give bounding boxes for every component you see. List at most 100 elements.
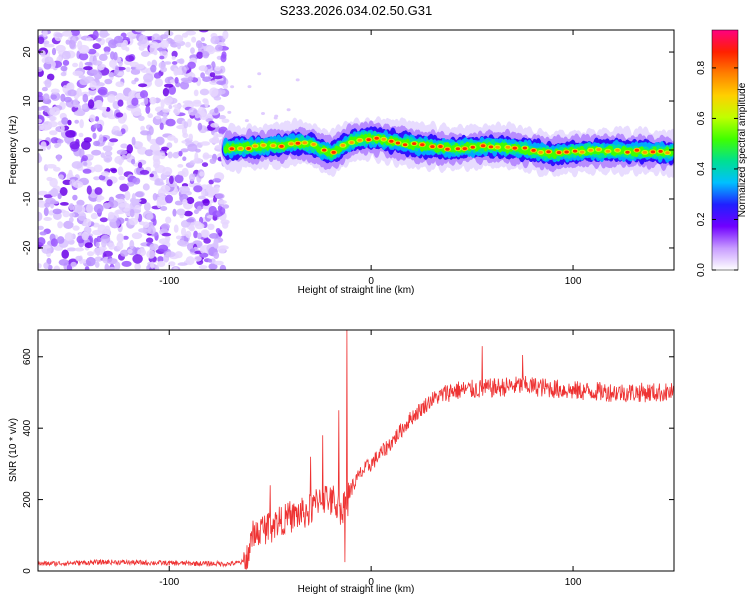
noise-blob [197,232,202,240]
noise-blob [152,149,161,156]
noise-blob [198,65,208,72]
signal-peak [412,142,417,146]
noise-blob [153,264,160,270]
noise-blob [213,251,220,259]
noise-blob [50,238,59,247]
noise-blob [174,200,183,206]
colorbar-tick-label: 0.4 [696,162,707,176]
noise-blob [84,61,93,66]
noise-blob [85,37,94,42]
noise-blob [97,224,107,234]
signal-peak [302,141,307,145]
noise-blob [183,121,189,129]
noise-blob [208,258,212,263]
noise-blob [189,173,196,182]
noise-blob [86,203,94,214]
noise-blob [174,174,184,184]
noise-blob [96,197,102,203]
noise-blob [261,112,265,115]
noise-blob [160,66,168,73]
noise-blob [149,173,154,178]
noise-blob [115,92,125,102]
noise-blob [161,146,170,151]
noise-blob [202,154,214,159]
noise-blob [99,32,110,37]
y-tick-label: 200 [22,491,33,508]
noise-blob [147,113,153,119]
noise-blob [141,50,150,58]
noise-blob [84,266,90,270]
signal-peak [462,147,467,151]
noise-blob [148,126,154,136]
noise-blob [131,232,143,240]
noise-blob [113,130,122,136]
noise-blob [78,75,86,79]
noise-blob [57,139,64,144]
noise-blob [218,115,226,120]
noise-blob [92,132,97,140]
noise-blob [98,106,107,111]
noise-blob [257,72,262,76]
noise-blob [157,188,166,198]
noise-blob [77,40,83,51]
noise-blob [38,36,45,45]
noise-blob [154,181,165,186]
noise-blob [159,122,164,130]
noise-blob [166,142,173,149]
signal-peak [331,150,336,154]
noise-blob [126,144,133,154]
signal-peak [579,150,585,154]
noise-blob [198,195,206,200]
noise-blob [185,256,195,266]
noise-blob [43,217,52,221]
noise-blob [217,200,227,205]
noise-blob [129,209,135,218]
signal-peak [605,149,611,153]
noise-blob [83,137,92,143]
noise-blob [164,83,174,88]
noise-blob [187,61,196,69]
noise-blob [180,148,189,153]
signal-peak [531,148,536,152]
noise-blob [132,254,143,264]
noise-blob [168,85,177,95]
signal-peak [445,147,450,151]
noise-blob [172,104,183,108]
noise-blob [197,205,202,212]
noise-blob [143,96,149,105]
noise-blob [145,237,154,244]
noise-blob [202,198,210,206]
noise-blob [76,87,82,97]
noise-blob [167,135,176,141]
noise-blob [104,263,110,270]
noise-blob [220,54,227,63]
noise-blob [192,101,202,107]
signal-peak [665,151,670,155]
noise-blob [47,264,53,270]
noise-blob [74,247,85,252]
noise-blob [227,110,232,114]
noise-blob [70,261,77,268]
noise-blob [78,52,89,61]
noise-blob [62,59,70,66]
noise-blob [134,191,144,198]
noise-blob [45,164,57,169]
noise-blob [214,66,221,72]
noise-blob [212,75,223,80]
signal-peak [642,150,648,154]
noise-blob [43,194,53,199]
noise-blob [42,40,50,45]
noise-blob [217,245,226,254]
noise-blob [85,256,96,267]
noise-blob [107,200,119,209]
noise-blob [120,249,129,257]
noise-blob [208,263,218,270]
noise-blob [194,255,202,262]
noise-blob [189,248,196,253]
noise-blob [98,134,104,144]
noise-blob [63,220,74,229]
noise-blob [124,190,131,201]
noise-blob [152,218,157,226]
signal-peak [311,142,316,146]
